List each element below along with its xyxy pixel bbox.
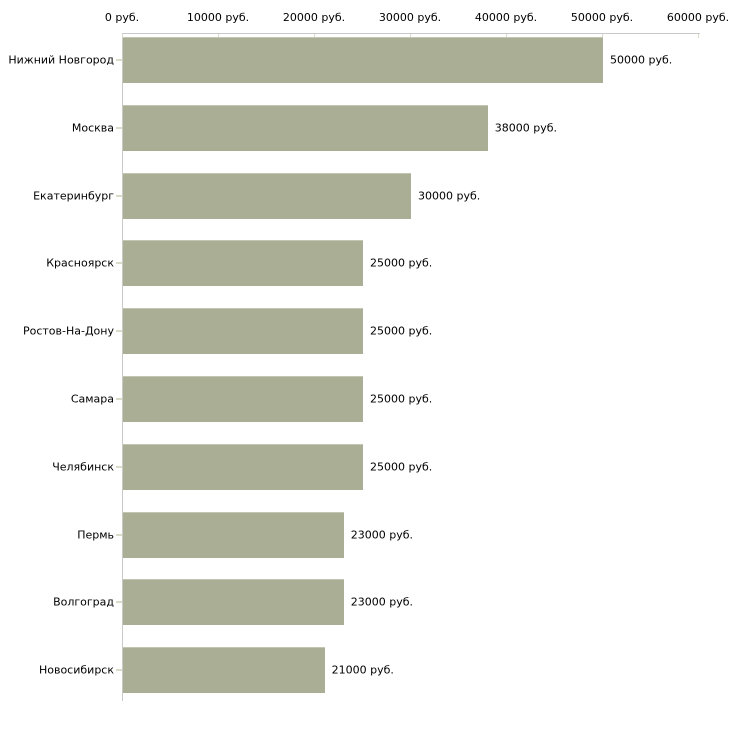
category-label: Новосибирск	[38, 663, 114, 677]
bar	[123, 647, 325, 694]
category-label: Екатеринбург	[33, 189, 114, 203]
category-label: Красноярск	[46, 256, 114, 270]
category-label: Москва	[71, 121, 114, 135]
x-axis-tick-label: 0 руб.	[104, 11, 140, 24]
bar	[123, 172, 411, 219]
bar-value-label: 38000 руб.	[494, 121, 558, 135]
bar-value-label: 25000 руб.	[370, 460, 433, 474]
x-axis-line	[122, 33, 700, 34]
bar-value-label: 30000 руб.	[418, 189, 481, 203]
x-axis-tick	[698, 34, 699, 38]
y-axis-tick	[116, 465, 122, 468]
x-axis-tick	[218, 34, 219, 38]
bar	[123, 37, 603, 83]
bar-value-label: 23000 руб.	[350, 595, 414, 609]
bar	[123, 376, 363, 422]
y-axis-line	[122, 33, 123, 701]
y-axis-tick	[116, 601, 122, 604]
x-axis-tick-label: 60000 руб.	[666, 11, 730, 24]
bar-value-label: 25000 руб.	[370, 324, 433, 338]
x-axis-tick	[602, 34, 603, 38]
y-axis-tick	[116, 669, 122, 672]
category-label: Нижний Новгород	[8, 53, 114, 67]
bar	[123, 308, 363, 355]
bar	[123, 511, 344, 558]
bar-value-label: 25000 руб.	[370, 392, 433, 406]
y-axis-tick	[116, 330, 122, 333]
y-axis-tick	[116, 59, 122, 61]
bar-value-label: 23000 руб.	[350, 528, 414, 542]
bar	[123, 443, 363, 490]
category-label: Пермь	[77, 528, 114, 542]
category-label: Ростов-На-Дону	[22, 324, 114, 338]
category-label: Самара	[70, 392, 114, 406]
x-axis-tick-label: 20000 руб.	[282, 11, 346, 24]
bar	[123, 240, 363, 287]
x-axis-tick-label: 50000 руб.	[570, 11, 634, 24]
bar-value-label: 25000 руб.	[370, 256, 433, 270]
y-axis-tick	[116, 262, 122, 265]
x-axis-tick	[314, 34, 315, 38]
y-axis-tick	[116, 194, 122, 197]
x-axis-tick	[410, 34, 411, 38]
x-axis-tick	[506, 34, 507, 38]
category-label: Челябинск	[52, 460, 114, 474]
y-axis-tick	[116, 126, 122, 129]
bar	[123, 104, 488, 151]
category-label: Волгоград	[53, 595, 114, 609]
y-axis-tick	[116, 398, 122, 400]
bar-value-label: 50000 руб.	[610, 53, 673, 67]
x-axis-tick-label: 30000 руб.	[378, 11, 442, 24]
x-axis-tick	[122, 34, 123, 38]
bar	[123, 579, 344, 626]
x-axis-tick-label: 10000 руб.	[186, 11, 250, 24]
y-axis-tick	[116, 533, 122, 536]
x-axis-tick-label: 40000 руб.	[474, 11, 538, 24]
bar-value-label: 21000 руб.	[331, 663, 394, 677]
